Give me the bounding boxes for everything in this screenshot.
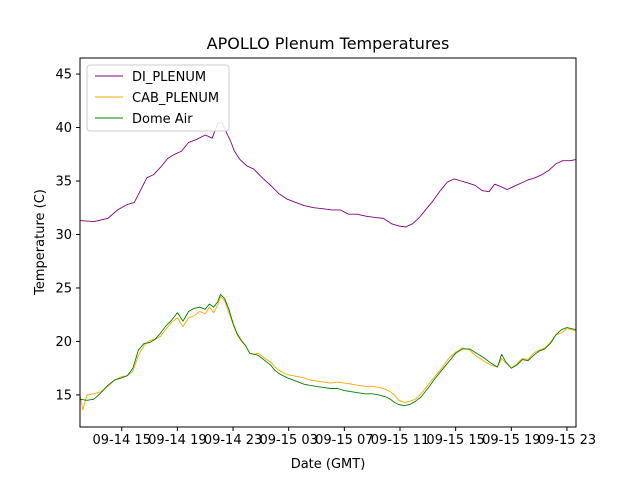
y-tick-label: 45: [55, 68, 72, 83]
y-tick-label: 30: [55, 228, 72, 243]
legend-label-di-plenum: DI_PLENUM: [132, 70, 206, 85]
series-layer: [79, 121, 577, 411]
y-tick-label: 15: [55, 388, 72, 403]
x-tick-label: 09-15 07: [315, 433, 373, 448]
x-tick-label: 09-15 23: [538, 433, 596, 448]
x-tick-label: 09-14 23: [204, 433, 262, 448]
y-tick-label: 25: [55, 281, 72, 296]
x-tick-label: 09-15 19: [482, 433, 540, 448]
legend-label-dome-air: Dome Air: [132, 112, 193, 127]
series-line-cab-plenum: [79, 296, 577, 411]
chart-title: APOLLO Plenum Temperatures: [207, 34, 450, 53]
y-tick-label: 35: [55, 175, 72, 190]
y-tick-label: 40: [55, 121, 72, 136]
x-tick-label: 09-14 15: [93, 433, 151, 448]
plot-frame: [79, 57, 577, 428]
x-axis-label: Date (GMT): [291, 457, 366, 472]
series-line-di-plenum: [79, 121, 577, 228]
x-tick-label: 09-15 15: [426, 433, 484, 448]
x-tick-label: 09-15 11: [371, 433, 429, 448]
y-axis: 15 20 25 30 35 40 45: [55, 68, 80, 403]
series-line-dome-air: [79, 293, 577, 407]
legend: DI_PLENUM CAB_PLENUM Dome Air: [86, 64, 230, 132]
y-tick-label: 20: [55, 335, 72, 350]
legend-box: [86, 64, 230, 132]
x-tick-label: 09-14 19: [148, 433, 206, 448]
y-axis-label: Temperature (C): [33, 189, 48, 296]
legend-label-cab-plenum: CAB_PLENUM: [132, 91, 219, 106]
x-tick-label: 09-15 03: [259, 433, 317, 448]
